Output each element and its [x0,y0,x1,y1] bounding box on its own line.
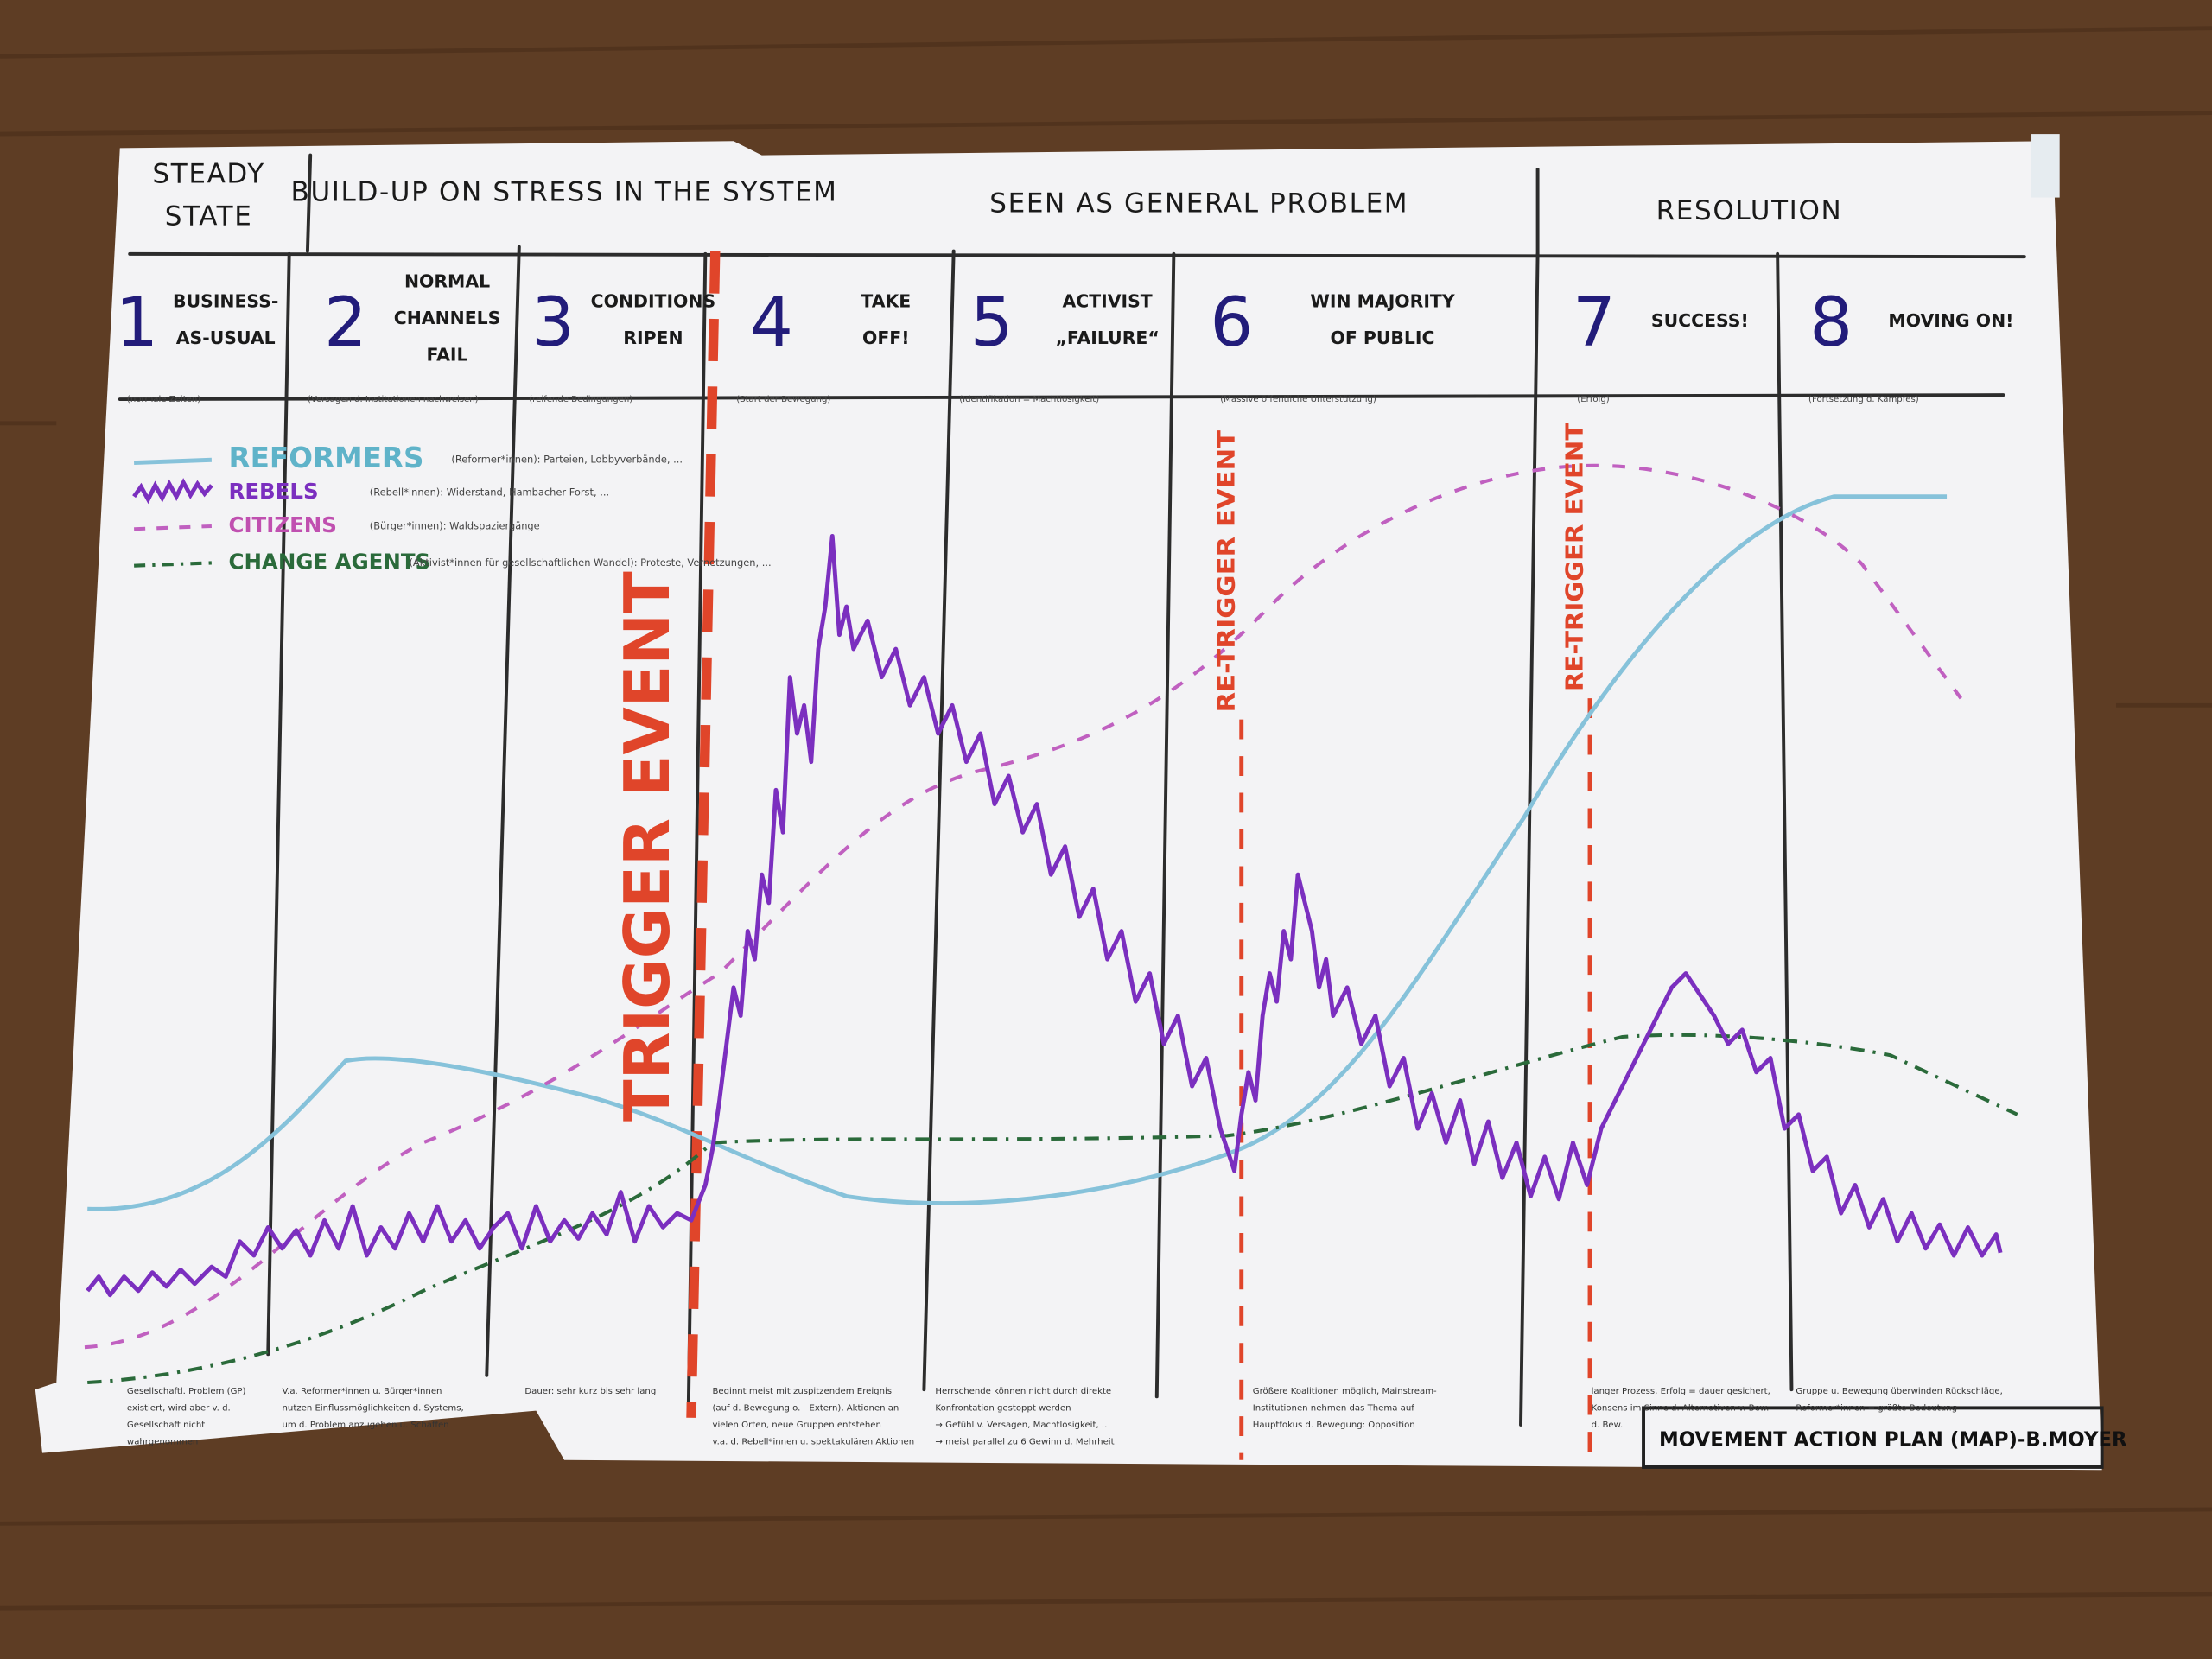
stage-subtitle: (Identifikation = Machtlosigkeit) [959,395,1099,404]
change-agents-curve [87,1033,2018,1385]
legend-name: REFORMERS [228,442,423,474]
stage-note: Dauer: sehr kurz bis sehr lang [524,1387,656,1396]
stage-title: OF PUBLIC [1331,327,1435,348]
stage-subtitle: (Versagen d. Institutionen nachweisen) [308,395,479,404]
legend-description: (Aktivist*innen für gesellschaftlichen W… [409,556,771,569]
event-label: TRIGGER EVENT [611,571,683,1122]
signature-box [1642,1406,2104,1469]
legend-name: CHANGE AGENTS [228,549,430,574]
stage-title: TAKE [861,290,911,311]
stage-note: → meist parallel zu 6 Gewinn d. Mehrheit [935,1438,1114,1447]
stage-title: CHANNELS [394,308,501,328]
stage-note: Konfrontation gestoppt werden [935,1403,1071,1413]
stage-number: 6 [1210,283,1253,362]
stage-note: v.a. d. Rebell*innen u. spektakulären Ak… [712,1438,914,1447]
stage-note: Gesellschaftl. Problem (GP) [127,1387,246,1396]
stage-title: SUCCESS! [1651,310,1749,331]
legend-name: REBELS [228,479,318,504]
legend-swatch [134,561,212,568]
stage-note: → Gefühl v. Versagen, Machtlosigkeit, .. [935,1421,1107,1430]
event-label: RE-TRIGGER EVENT [1560,423,1589,691]
stage-title: „FAILURE“ [1056,327,1160,348]
stage-note: V.a. Reformer*innen u. Bürger*innen [283,1387,442,1396]
stage-title: MOVING ON! [1888,310,2013,331]
stage-note: Gesellschaft nicht [127,1421,205,1430]
stage-number: 8 [1809,283,1853,362]
trigger-line [686,251,721,1418]
citizens-curve [84,463,1963,1350]
stage-title: RIPEN [623,327,683,348]
stage-subtitle: (Massive öffentliche Unterstützung) [1220,395,1376,404]
stage-note: wahrgenommen [127,1438,198,1447]
stage-note: Gruppe u. Bewegung überwinden Rückschläg… [1796,1387,2002,1396]
tape [2031,134,2060,198]
reformers-curve [87,494,1948,1211]
stage-note: Beginnt meist mit zuspitzendem Ereignis [712,1387,892,1396]
stage-note: d. Bew. [1592,1421,1624,1430]
stage-number: 3 [531,283,575,362]
legend-samples [132,457,213,568]
stage-note: (auf d. Bewegung o. - Extern), Aktionen … [712,1403,899,1413]
legend-description: (Bürger*innen): Waldspaziergänge [370,519,540,531]
floor-planks [0,26,2212,1611]
legend-name: CITIZENS [228,512,336,537]
phase-title: BUILD-UP ON STRESS IN THE SYSTEM [291,177,838,208]
stage-title: NORMAL [404,271,490,292]
legend-swatch [134,457,212,465]
legend-description: (Rebell*innen): Widerstand, Hambacher Fo… [370,486,609,498]
stage-number: 4 [750,283,793,362]
stage-title: OFF! [862,327,910,348]
stage-note: Herrschende können nicht durch direkte [935,1387,1111,1396]
legend-description: (Reformer*innen): Parteien, Lobbyverbänd… [451,454,683,466]
legend-swatch [132,478,213,505]
stage-note: Hauptfokus d. Bewegung: Opposition [1253,1421,1415,1430]
stage-note: um d. Problem anzugehen u. Schaffen [283,1421,449,1430]
stage-title: BUSINESS- [173,290,278,311]
stage-title: CONDITIONS [591,290,715,311]
stage-number: 1 [115,283,158,362]
stage-number: 2 [324,283,367,362]
rebels-curve [86,533,2003,1298]
signature: MOVEMENT ACTION PLAN (MAP)-B.MOYER [1659,1428,2127,1451]
stage-title: ACTIVIST [1063,290,1153,311]
stage-title: FAIL [427,344,468,365]
stage-subtitle: (Start der Bewegung) [736,395,830,404]
stage-title: AS-USUAL [176,327,276,348]
phase-title: STATE [165,200,253,232]
stage-note: vielen Orten, neue Gruppen entstehen [712,1421,880,1430]
phase-title: SEEN AS GENERAL PROBLEM [989,188,1408,219]
stage-subtitle: (normale Zeiten) [127,395,200,404]
stage-note: nutzen Einflussmöglichkeiten d. Systems, [283,1403,464,1413]
event-label: RE-TRIGGER EVENT [1211,430,1240,713]
stage-note: existiert, wird aber v. d. [127,1403,231,1413]
phase-title: RESOLUTION [1656,195,1843,226]
phase-title: STEADY [152,158,264,189]
stage-number: 5 [970,283,1014,362]
stage-note: Größere Koalitionen möglich, Mainstream- [1253,1387,1437,1396]
stage-note: Reformer*innen = größte Bedeutung [1796,1403,1957,1413]
stage-subtitle: (Erfolg) [1577,395,1609,404]
paper [35,141,2102,1471]
stage-title: WIN MAJORITY [1310,290,1454,311]
stage-note: Konsens im Sinne d. Alternativen v. Bew. [1592,1403,1770,1413]
stage-note: Institutionen nehmen das Thema auf [1253,1403,1414,1413]
stage-number: 7 [1573,283,1616,362]
stage-note: langer Prozess, Erfolg = dauer gesichert… [1592,1387,1770,1396]
stage-subtitle: (Fortsetzung d. Kampfes) [1808,395,1919,404]
stage-subtitle: (reifende Bedingungen) [529,395,632,404]
